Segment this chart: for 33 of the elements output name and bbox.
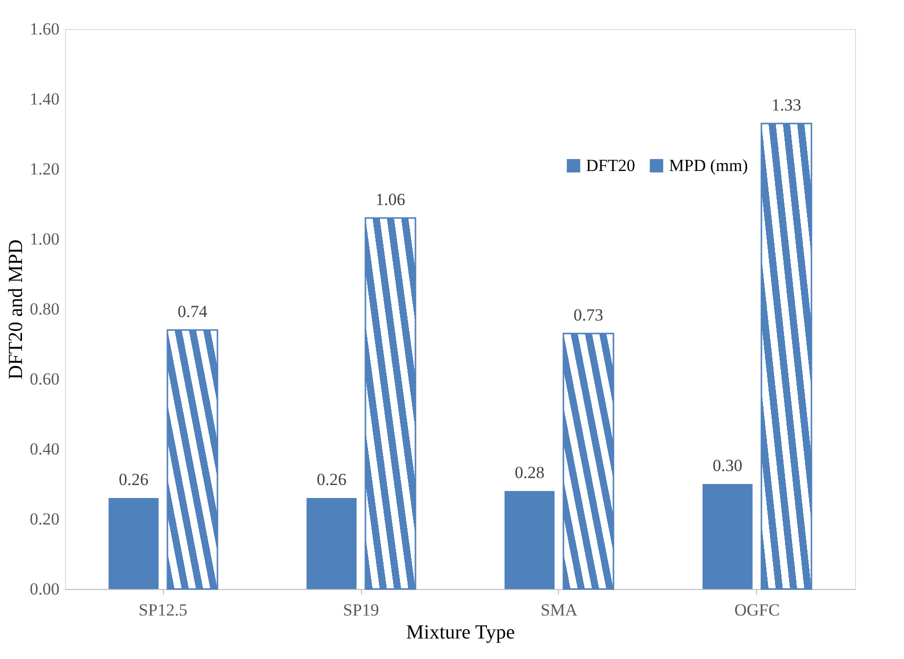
data-label: 0.28 [514,463,544,482]
bar [562,332,614,590]
y-tick-label: 1.20 [30,160,60,178]
bar [108,498,159,589]
y-axis-title: DFT20 and MPD [4,239,27,380]
x-tick-label: SP12.5 [138,600,188,620]
data-label: 0.26 [316,470,346,489]
bar [702,484,753,589]
x-axis-title: Mixture Type [406,622,515,644]
y-tick-label: 0.00 [30,580,60,598]
y-tick-label: 0.80 [30,300,60,318]
bar [166,329,218,590]
legend-label: MPD (mm) [669,156,748,175]
data-label: 0.74 [178,302,208,321]
bar [364,217,416,590]
data-label: 1.06 [376,190,406,209]
x-tick-label: SP19 [343,600,379,620]
data-label: 0.30 [712,456,742,475]
data-label: 0.26 [118,470,148,489]
data-label: 0.73 [574,306,604,324]
bar [306,498,357,589]
y-tick-label: 1.00 [30,230,60,248]
x-tick-label: OGFC [734,600,780,620]
y-tick-label: 1.60 [30,20,60,38]
x-tick-label: SMA [540,600,578,620]
y-tick-label: 0.40 [30,440,60,458]
bar [504,491,555,589]
data-label: 1.33 [772,96,802,114]
y-tick-label: 0.60 [30,370,60,388]
y-tick-label: 0.20 [30,510,60,528]
y-tick-label: 1.40 [30,90,60,108]
legend-label: DFT20 [586,156,636,175]
bar [760,122,812,590]
